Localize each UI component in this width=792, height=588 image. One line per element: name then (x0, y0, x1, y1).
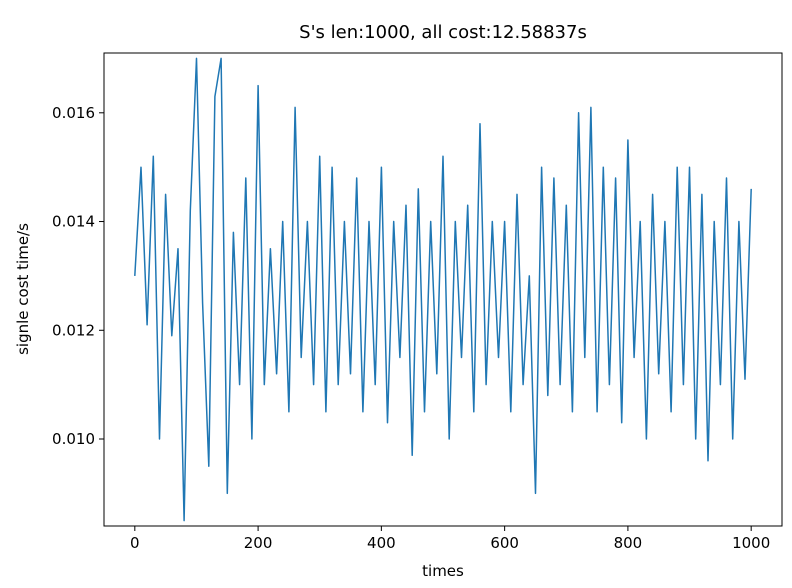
x-tick-label: 1000 (732, 534, 770, 552)
chart-title: S's len:1000, all cost:12.58837s (299, 22, 587, 43)
x-tick-label: 200 (244, 534, 273, 552)
x-tick-label: 600 (490, 534, 519, 552)
x-axis: 0 200 400 600 800 1000 (130, 526, 770, 552)
y-tick-label: 0.014 (52, 213, 95, 231)
y-axis-title: signle cost time/s (14, 223, 32, 355)
y-axis: 0.010 0.012 0.014 0.016 (52, 104, 104, 448)
x-axis-title: times (422, 562, 464, 580)
y-tick-label: 0.016 (52, 104, 95, 122)
y-tick-label: 0.010 (52, 430, 95, 448)
x-tick-label: 0 (130, 534, 140, 552)
series-line (134, 57, 752, 522)
plot-area: 0 200 400 600 800 1000 0.010 0.012 0.014 0.016 (52, 52, 783, 552)
x-tick-label: 400 (367, 534, 396, 552)
x-tick-label: 800 (614, 534, 643, 552)
y-tick-label: 0.012 (52, 321, 95, 339)
plot-frame (103, 52, 783, 527)
series-layer (134, 57, 752, 522)
